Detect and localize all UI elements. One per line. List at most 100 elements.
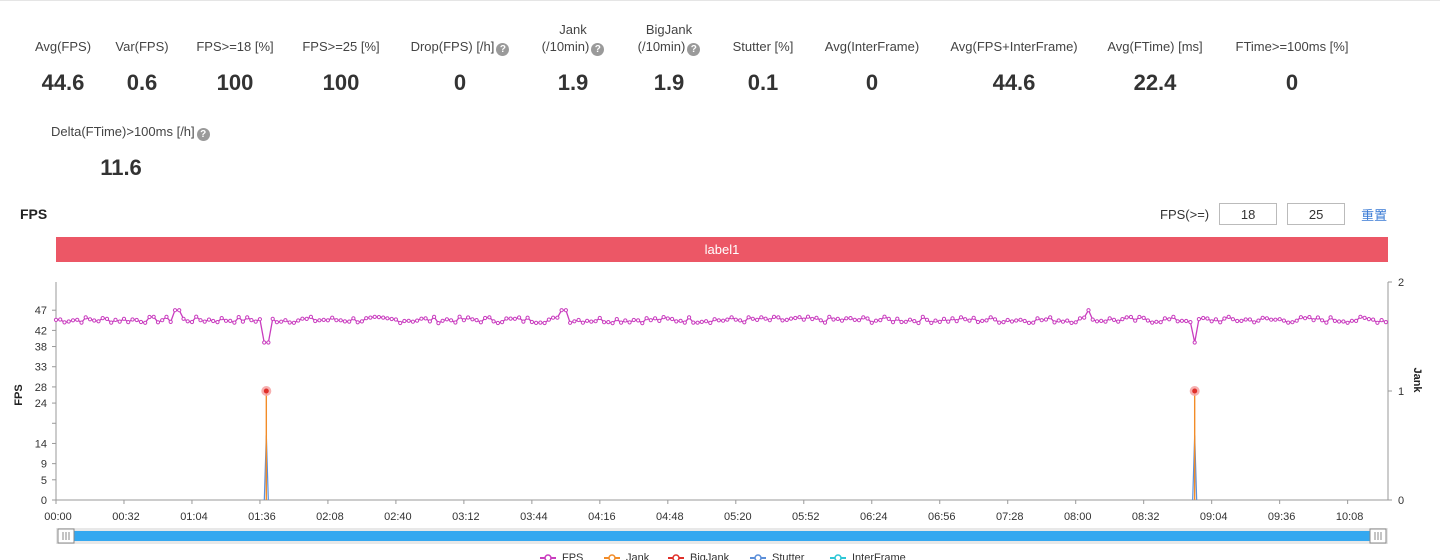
fps-point [725, 317, 730, 322]
fps-point [1154, 319, 1159, 324]
fps-point [381, 315, 386, 320]
metric-value: 100 [216, 70, 254, 95]
question-circle-icon[interactable]: ? [687, 43, 701, 56]
metric-label: FPS>=25 [%] [271, 38, 411, 55]
fps-point [733, 317, 738, 322]
x-tick-label: 07:28 [996, 511, 1024, 523]
fps-point [117, 319, 122, 324]
fps-point [1001, 320, 1006, 325]
fps-point [670, 316, 675, 322]
question-circle-icon[interactable]: ? [591, 43, 605, 56]
y-tick-label: 47 [35, 305, 47, 317]
label-bar[interactable]: label1 [56, 237, 1388, 262]
fps-point [1366, 317, 1372, 322]
question-circle-icon[interactable]: ? [496, 43, 510, 56]
legend-item-fps[interactable]: FPS [540, 552, 583, 560]
fps-point [215, 320, 220, 325]
fps-point [784, 317, 789, 323]
fps-point [1150, 320, 1155, 325]
fps-point [487, 315, 492, 320]
fps-point [572, 319, 577, 324]
fps-point [1073, 320, 1078, 325]
fps-point [648, 318, 653, 323]
fps-point [610, 321, 615, 326]
fps-point [70, 318, 76, 323]
fps-point [822, 320, 828, 325]
fps-point [1209, 319, 1214, 324]
fps-point [262, 340, 267, 345]
fps-point [512, 316, 518, 321]
fps-point [385, 316, 390, 321]
fps-point [1358, 314, 1363, 319]
fps-point [495, 320, 500, 326]
fps-point [844, 316, 849, 321]
x-tick-label: 04:16 [588, 511, 616, 523]
fps-point [1048, 315, 1053, 320]
fps-point [223, 318, 229, 323]
legend-label: BigJank [690, 552, 730, 560]
fps-point [852, 317, 857, 323]
fps-point [997, 320, 1002, 325]
fps-point [1349, 318, 1355, 323]
fps-point [1094, 319, 1100, 324]
fps-point [194, 314, 199, 319]
fps-point [1175, 319, 1180, 324]
fps-point [529, 319, 535, 325]
metric-label-text: Jank [559, 22, 587, 37]
fps-point [66, 319, 71, 324]
y-tick-label: 14 [35, 438, 47, 450]
fps-point [1052, 320, 1057, 325]
fps-point [980, 318, 985, 324]
fps-point [704, 319, 709, 324]
metric-value: 0 [1285, 70, 1299, 95]
fps-point [53, 317, 59, 323]
fps-point [1226, 314, 1231, 320]
fps-point [470, 317, 475, 322]
y2-tick-label: 1 [1398, 386, 1404, 398]
fps-point [958, 315, 964, 320]
fps-point [300, 316, 305, 321]
metric-10: Avg(FTime) [ms] 22.4 [1085, 38, 1225, 98]
fps-point [708, 320, 713, 326]
legend-swatch-dot [544, 554, 552, 560]
legend-item-bigjank[interactable]: BigJank [668, 552, 730, 560]
fps-point [1247, 317, 1253, 322]
fps-point [721, 318, 726, 323]
fps-point [1218, 320, 1223, 325]
fps-point [432, 314, 437, 320]
fps-point [988, 315, 993, 320]
fps-threshold-2-input[interactable] [1287, 203, 1346, 225]
fps-point [1311, 318, 1316, 323]
fps-point [814, 315, 819, 320]
legend-item-stutter[interactable]: Stutter [750, 552, 805, 560]
question-circle-icon[interactable]: ? [196, 128, 210, 141]
legend-item-interframe[interactable]: InterFrame [830, 552, 906, 560]
fps-point [767, 318, 772, 323]
fps-point [1086, 308, 1091, 313]
legend-swatch-dot [672, 554, 680, 560]
fps-point [839, 318, 845, 323]
fps-point [461, 318, 466, 323]
fps-point [742, 320, 747, 325]
reset-link[interactable]: 重置 [1361, 207, 1388, 223]
fps-point [967, 318, 972, 323]
fps-point [1009, 319, 1015, 324]
fps-point [1145, 318, 1151, 323]
fps-threshold-1-input[interactable] [1219, 203, 1278, 225]
y-tick-label: 5 [41, 475, 47, 487]
fps-point [1383, 320, 1389, 325]
fps-filter-label: FPS(>=) [1160, 206, 1210, 222]
fps-point [1065, 318, 1070, 323]
y-tick-label: 33 [35, 362, 47, 374]
fps-point [228, 318, 233, 324]
fps-point [1264, 316, 1270, 321]
fps-point [619, 320, 624, 325]
fps-point [950, 316, 955, 321]
x-tick-label: 00:00 [44, 511, 72, 523]
metric-label: FTime>=100ms [%] [1222, 38, 1362, 55]
legend-item-jank[interactable]: Jank [604, 552, 650, 560]
fps-point [364, 316, 369, 321]
section-title: FPS [20, 206, 48, 222]
legend-swatch-dot [608, 554, 616, 560]
fps-point [338, 318, 343, 323]
